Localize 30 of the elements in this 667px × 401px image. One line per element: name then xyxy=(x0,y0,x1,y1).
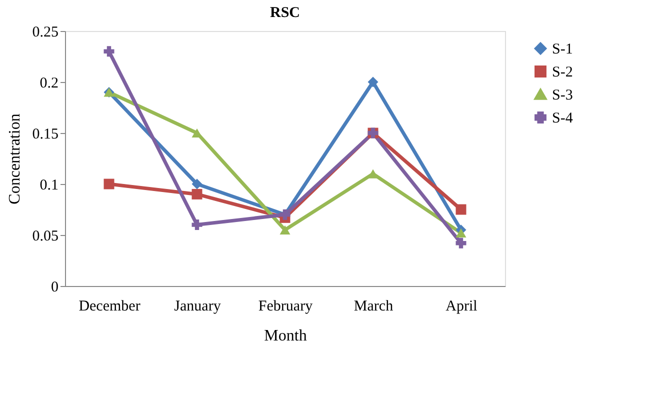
point xyxy=(368,76,378,88)
chart-title: RSC xyxy=(270,5,300,21)
point xyxy=(456,204,466,215)
point xyxy=(368,169,378,178)
point xyxy=(192,188,202,200)
point xyxy=(192,220,202,230)
y-tick-label: 0 xyxy=(51,280,58,296)
y-tick-label: 0.05 xyxy=(32,228,58,244)
point xyxy=(280,225,290,234)
x-tick-label: December xyxy=(78,298,140,314)
point xyxy=(192,178,202,190)
x-tick-label: February xyxy=(258,298,314,314)
point xyxy=(104,178,114,190)
x-axis-title: Month xyxy=(264,328,307,344)
y-tick-label: 0.25 xyxy=(32,24,58,40)
point xyxy=(456,228,466,238)
y-axis-title: Concentration xyxy=(6,114,24,204)
x-tick-label: April xyxy=(446,298,478,314)
point xyxy=(192,128,202,138)
x-tick-label: January xyxy=(174,298,222,314)
y-tick-label: 0.1 xyxy=(40,178,58,194)
legend-label: S-2 xyxy=(552,64,573,80)
y-tick-label: 0.2 xyxy=(40,76,58,92)
point xyxy=(456,238,466,248)
x-tick-label: March xyxy=(354,298,394,314)
point xyxy=(104,46,114,57)
legend-label: S-4 xyxy=(552,110,574,126)
y-tick-label: 0.15 xyxy=(32,126,58,142)
legend-label: S-3 xyxy=(552,88,573,104)
legend-label: S-1 xyxy=(552,42,573,58)
